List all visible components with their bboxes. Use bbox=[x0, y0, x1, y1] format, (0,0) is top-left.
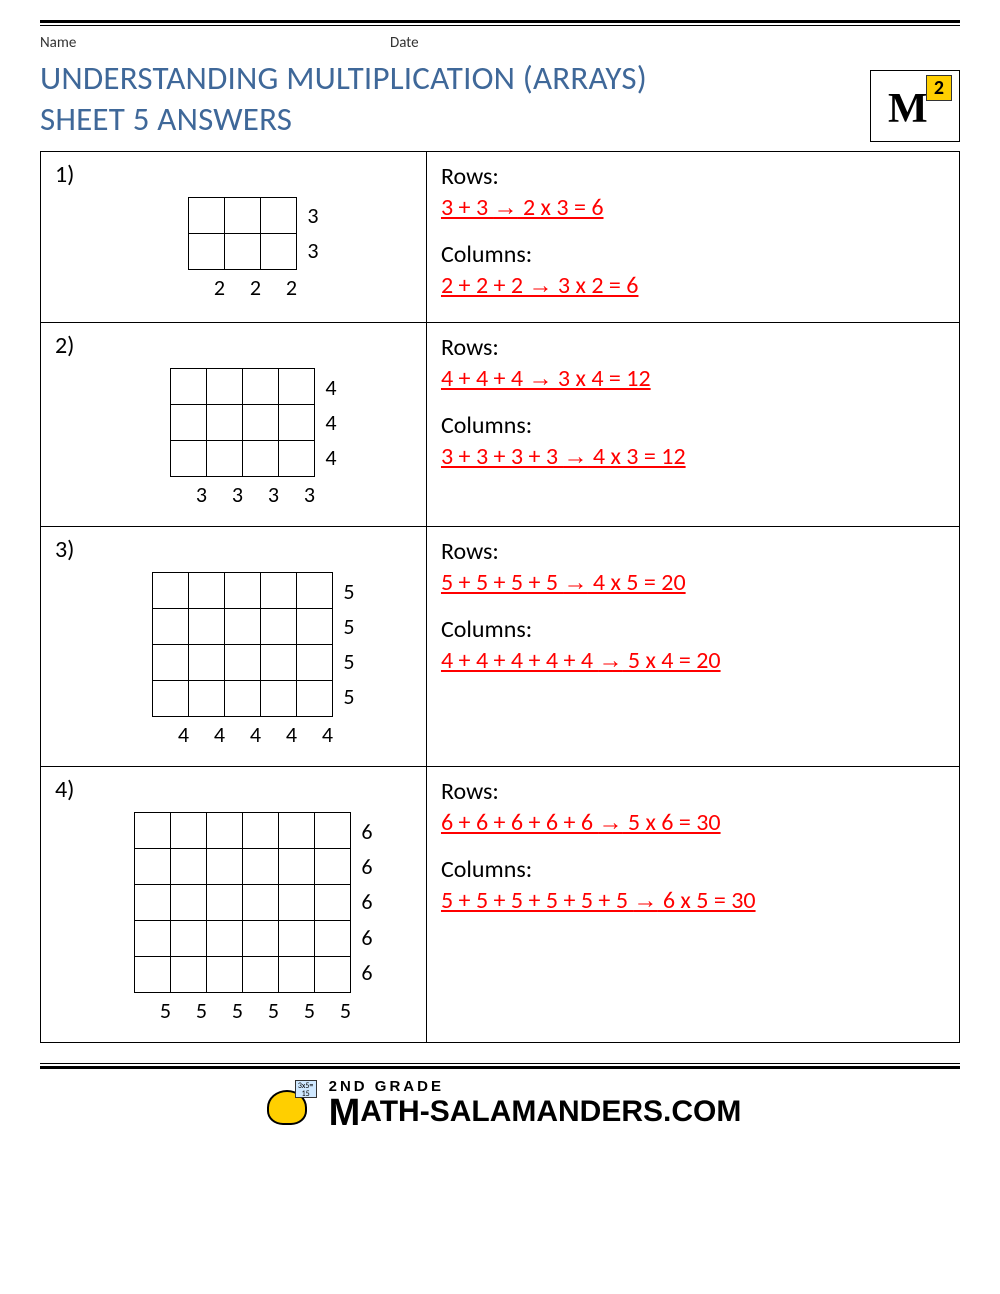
rows-heading: Rows: bbox=[441, 537, 945, 566]
row-label: 6 bbox=[361, 888, 372, 915]
columns-heading: Columns: bbox=[441, 855, 945, 884]
rows-heading: Rows: bbox=[441, 333, 945, 362]
col-label: 3 bbox=[195, 481, 207, 508]
columns-answer: 5 + 5 + 5 + 5 + 5 + 5 → 6 x 5 = 30 bbox=[441, 886, 945, 915]
array-grid bbox=[170, 368, 315, 477]
col-label: 5 bbox=[303, 997, 315, 1024]
col-label: 3 bbox=[267, 481, 279, 508]
col-label: 5 bbox=[159, 997, 171, 1024]
array-diagram: 555544444 bbox=[55, 572, 412, 748]
columns-heading: Columns: bbox=[441, 411, 945, 440]
footer-site: MATH-SALAMANDERS.COM bbox=[329, 1094, 742, 1132]
logo-m-icon: M bbox=[888, 85, 922, 133]
row-labels: 5 5 5 5 bbox=[343, 572, 354, 717]
problem-array-cell: 1)33222 bbox=[41, 151, 427, 322]
meta-row: Name Date bbox=[40, 34, 960, 52]
columns-answer: 3 + 3 + 3 + 3 → 4 x 3 = 12 bbox=[441, 442, 945, 471]
col-label: 5 bbox=[267, 997, 279, 1024]
col-labels: 44444 bbox=[173, 721, 333, 748]
col-label: 3 bbox=[231, 481, 243, 508]
rows-heading: Rows: bbox=[441, 162, 945, 191]
array-grid bbox=[188, 197, 297, 270]
col-label: 2 bbox=[285, 274, 297, 301]
array-grid bbox=[152, 572, 333, 717]
row-label: 3 bbox=[307, 237, 318, 264]
footer-site-text: ATH-SALAMANDERS.COM bbox=[360, 1095, 741, 1128]
columns-heading: Columns: bbox=[441, 240, 945, 269]
row-label: 4 bbox=[325, 444, 336, 471]
question-number: 4) bbox=[55, 775, 412, 804]
row-label: 6 bbox=[361, 959, 372, 986]
rows-answer: 6 + 6 + 6 + 6 + 6 → 5 x 6 = 30 bbox=[441, 808, 945, 837]
problem-answer-cell: Rows:4 + 4 + 4 → 3 x 4 = 12 Columns:3 + 3… bbox=[426, 322, 959, 526]
problem-answer-cell: Rows:5 + 5 + 5 + 5 → 4 x 5 = 20 Columns:4… bbox=[426, 526, 959, 766]
col-label: 4 bbox=[249, 721, 261, 748]
footer-rule bbox=[40, 1063, 960, 1069]
row-label: 5 bbox=[343, 578, 354, 605]
problem-row: 3)555544444Rows:5 + 5 + 5 + 5 → 4 x 5 = … bbox=[41, 526, 960, 766]
problem-answer-cell: Rows:3 + 3 → 2 x 3 = 6 Columns:2 + 2 + 2 … bbox=[426, 151, 959, 322]
col-labels: 555555 bbox=[155, 997, 351, 1024]
col-label: 2 bbox=[249, 274, 261, 301]
col-label: 4 bbox=[285, 721, 297, 748]
row-labels: 6 6 6 6 6 bbox=[361, 812, 372, 993]
problem-row: 2)4443333Rows:4 + 4 + 4 → 3 x 4 = 12Colu… bbox=[41, 322, 960, 526]
row-label: 4 bbox=[325, 409, 336, 436]
problem-row: 4)66666555555Rows:6 + 6 + 6 + 6 + 6 → 5 … bbox=[41, 766, 960, 1042]
row-label: 5 bbox=[343, 683, 354, 710]
worksheet-table: 1)33222Rows:3 + 3 → 2 x 3 = 6Columns:2 +… bbox=[40, 151, 960, 1043]
date-label: Date bbox=[390, 34, 419, 52]
rows-answer: 3 + 3 → 2 x 3 = 6 bbox=[441, 193, 945, 222]
question-number: 1) bbox=[55, 160, 412, 189]
columns-answer: 2 + 2 + 2 → 3 x 2 = 6 bbox=[441, 271, 945, 300]
columns-answer: 4 + 4 + 4 + 4 + 4 → 5 x 4 = 20 bbox=[441, 646, 945, 675]
problem-array-cell: 2)4443333 bbox=[41, 322, 427, 526]
row-label: 6 bbox=[361, 853, 372, 880]
grade-logo: M 2 bbox=[870, 70, 960, 142]
array-diagram: 4443333 bbox=[55, 368, 412, 508]
salamander-icon: 3x5= 15 bbox=[259, 1080, 319, 1130]
col-label: 4 bbox=[177, 721, 189, 748]
problem-array-cell: 4)66666555555 bbox=[41, 766, 427, 1042]
rows-heading: Rows: bbox=[441, 777, 945, 806]
col-label: 2 bbox=[213, 274, 225, 301]
name-label: Name bbox=[40, 34, 390, 52]
row-label: 6 bbox=[361, 818, 372, 845]
salamander-card: 3x5= 15 bbox=[295, 1080, 317, 1098]
row-label: 5 bbox=[343, 648, 354, 675]
problem-array-cell: 3)555544444 bbox=[41, 526, 427, 766]
footer-grade: 2ND GRADE bbox=[329, 1079, 742, 1094]
top-rule bbox=[40, 20, 960, 26]
col-labels: 222 bbox=[209, 274, 297, 301]
problem-row: 1)33222Rows:3 + 3 → 2 x 3 = 6Columns:2 +… bbox=[41, 151, 960, 322]
col-label: 5 bbox=[339, 997, 351, 1024]
col-label: 4 bbox=[213, 721, 225, 748]
array-diagram: 66666555555 bbox=[55, 812, 412, 1024]
col-label: 4 bbox=[321, 721, 333, 748]
row-label: 5 bbox=[343, 613, 354, 640]
row-label: 6 bbox=[361, 924, 372, 951]
title-line2: SHEET 5 ANSWERS bbox=[40, 99, 292, 139]
problem-answer-cell: Rows:6 + 6 + 6 + 6 + 6 → 5 x 6 = 30 Colum… bbox=[426, 766, 959, 1042]
footer: 3x5= 15 2ND GRADE MATH-SALAMANDERS.COM bbox=[40, 1063, 960, 1136]
page-title: UNDERSTANDING MULTIPLICATION (ARRAYS) SH… bbox=[40, 58, 820, 141]
title-line1: UNDERSTANDING MULTIPLICATION (ARRAYS) bbox=[40, 58, 647, 98]
rows-answer: 4 + 4 + 4 → 3 x 4 = 12 bbox=[441, 364, 945, 393]
rows-answer: 5 + 5 + 5 + 5 → 4 x 5 = 20 bbox=[441, 568, 945, 597]
row-labels: 33 bbox=[307, 197, 318, 270]
question-number: 2) bbox=[55, 331, 412, 360]
question-number: 3) bbox=[55, 535, 412, 564]
col-label: 5 bbox=[195, 997, 207, 1024]
row-label: 4 bbox=[325, 374, 336, 401]
col-labels: 3333 bbox=[191, 481, 315, 508]
array-diagram: 33222 bbox=[55, 197, 412, 301]
col-label: 3 bbox=[303, 481, 315, 508]
columns-heading: Columns: bbox=[441, 615, 945, 644]
row-labels: 4 4 4 bbox=[325, 368, 336, 477]
logo-grade-badge: 2 bbox=[926, 75, 952, 101]
array-grid bbox=[134, 812, 351, 993]
col-label: 5 bbox=[231, 997, 243, 1024]
row-label: 3 bbox=[307, 202, 318, 229]
